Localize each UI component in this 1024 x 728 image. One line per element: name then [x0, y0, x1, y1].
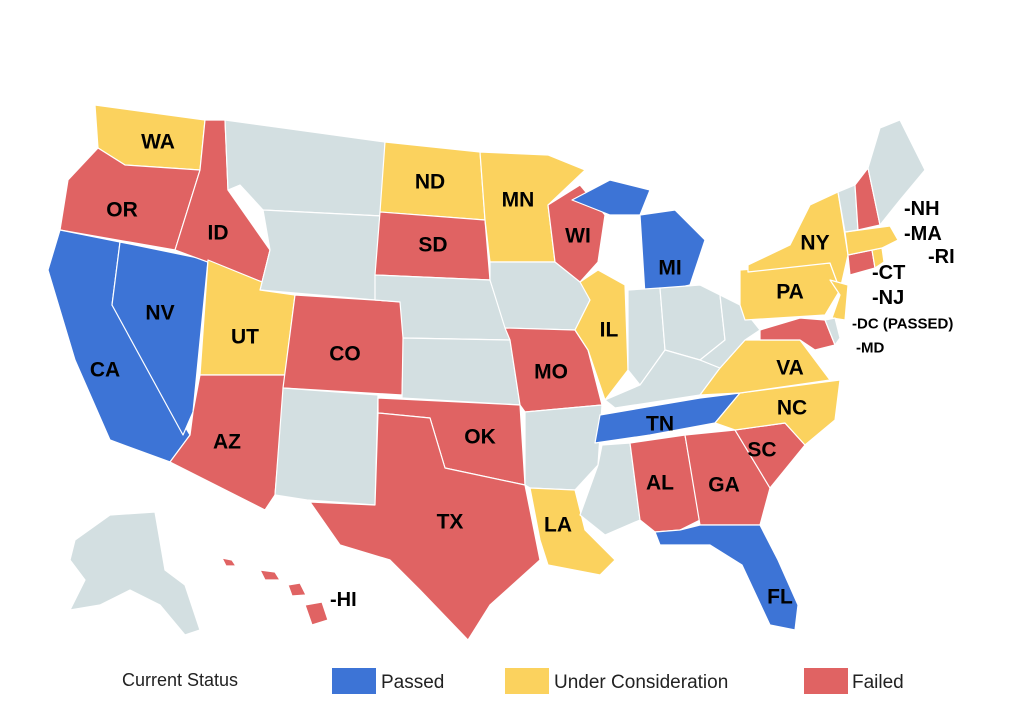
state-label-il: IL — [600, 319, 619, 342]
state-label-al: AL — [646, 472, 674, 495]
state-ma — [844, 225, 899, 256]
legend-label-passed: Passed — [381, 672, 445, 693]
state-mi — [571, 179, 706, 296]
labels-layer: WA OR CA NV ID UT AZ CO ND SD OK TX MN MO LA WI IL MI TN AL… — [90, 131, 830, 609]
state-label-sc: SC — [747, 439, 776, 462]
state-label-wa: WA — [141, 131, 175, 154]
state-label-ga: GA — [708, 474, 740, 497]
state-label-ca: CA — [90, 359, 120, 382]
legend-swatch-passed — [332, 668, 376, 694]
state-ks — [401, 337, 521, 406]
label-hi: -HI — [330, 589, 357, 611]
legend-title: Current Status — [122, 670, 239, 690]
state-label-co: CO — [329, 343, 361, 366]
state-label-wi: WI — [565, 225, 591, 248]
state-label-ok: OK — [464, 426, 496, 449]
legend: Current Status Passed Under Consideratio… — [0, 664, 1024, 704]
state-de — [824, 317, 841, 346]
state-me — [867, 119, 926, 226]
state-label-tx: TX — [437, 511, 464, 534]
state-nm — [274, 387, 379, 506]
state-label-va: VA — [776, 357, 804, 380]
label-nj: -NJ — [872, 287, 904, 309]
legend-label-failed: Failed — [852, 672, 904, 693]
state-label-la: LA — [544, 514, 572, 537]
state-label-nv: NV — [145, 302, 174, 325]
state-wy — [259, 209, 383, 301]
state-mt — [224, 119, 386, 217]
state-la — [529, 487, 616, 576]
state-label-ny: NY — [800, 232, 829, 255]
state-wi — [547, 184, 606, 283]
label-ct: -CT — [872, 262, 905, 284]
state-label-pa: PA — [776, 281, 804, 304]
label-ma: -MA — [904, 223, 942, 245]
state-label-tn: TN — [646, 413, 674, 436]
label-md: -MD — [856, 340, 884, 357]
state-hi — [221, 557, 329, 626]
state-fl — [654, 524, 799, 631]
state-label-mi: MI — [658, 257, 681, 280]
state-label-mn: MN — [502, 189, 535, 212]
state-label-az: AZ — [213, 431, 241, 454]
state-label-fl: FL — [767, 586, 793, 609]
state-label-mo: MO — [534, 361, 568, 384]
state-label-sd: SD — [418, 234, 447, 257]
state-ar — [524, 404, 603, 491]
label-ri: -RI — [928, 246, 955, 268]
state-label-or: OR — [106, 199, 138, 222]
state-md — [759, 317, 836, 351]
legend-label-under-consideration: Under Consideration — [554, 672, 729, 693]
states-layer — [47, 104, 926, 641]
state-label-nc: NC — [777, 397, 807, 420]
state-nj — [829, 279, 849, 321]
label-nh: -NH — [904, 198, 940, 220]
state-label-ut: UT — [231, 326, 259, 349]
label-dc: -DC (PASSED) — [852, 316, 953, 333]
legend-swatch-failed — [804, 668, 848, 694]
state-label-nd: ND — [415, 171, 445, 194]
state-label-id: ID — [208, 222, 229, 245]
state-tx — [309, 412, 541, 641]
state-ak — [69, 511, 201, 636]
legend-swatch-under-consideration — [505, 668, 549, 694]
